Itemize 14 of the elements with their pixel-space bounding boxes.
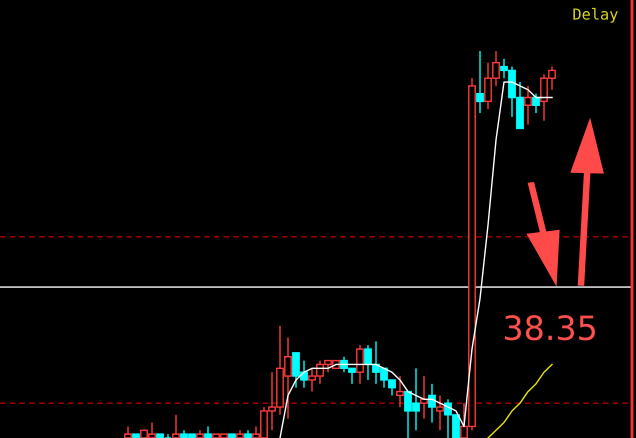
candlestick [356, 344, 364, 385]
candlestick [204, 426, 212, 438]
annotation: 38.35 [504, 315, 595, 340]
candlestick [436, 394, 444, 431]
candlestick [172, 414, 180, 438]
candlestick [364, 344, 372, 381]
candlestick [428, 383, 436, 424]
candlestick [532, 92, 540, 114]
candlestick [476, 50, 484, 114]
candlestick [396, 375, 404, 408]
candlestick [524, 85, 532, 126]
candlestick [420, 375, 428, 420]
candlestick [124, 426, 132, 438]
text: Delay [573, 8, 618, 23]
